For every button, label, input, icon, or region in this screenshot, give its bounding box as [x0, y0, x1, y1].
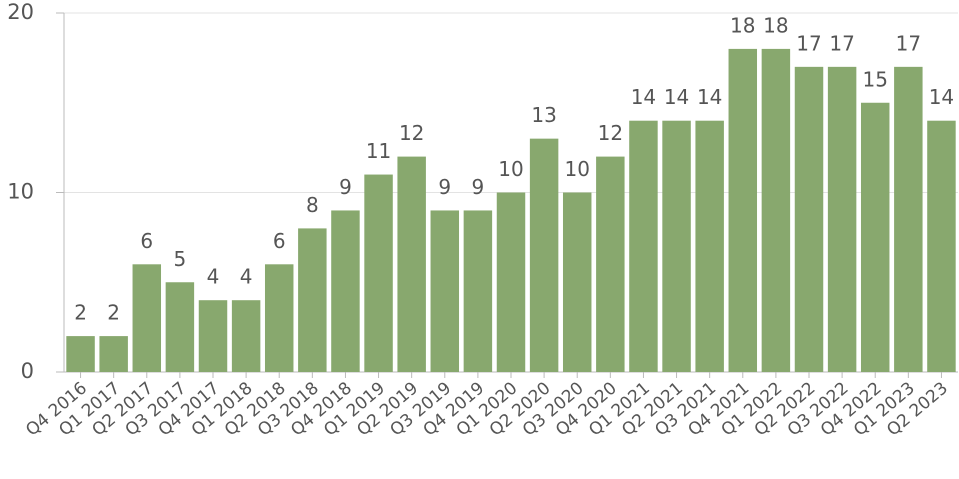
bar	[695, 120, 724, 372]
value-label: 4	[207, 265, 220, 289]
bar	[927, 120, 956, 372]
value-label: 15	[862, 67, 887, 91]
bar	[264, 264, 294, 372]
bar	[894, 66, 923, 372]
value-label: 9	[438, 175, 451, 199]
value-label: 2	[74, 301, 87, 325]
value-label: 14	[631, 85, 656, 109]
value-label: 12	[399, 121, 424, 145]
value-label: 4	[240, 265, 253, 289]
bar	[132, 264, 162, 372]
value-label: 17	[829, 31, 854, 55]
bar	[430, 210, 460, 372]
value-label: 12	[598, 121, 623, 145]
value-label: 5	[174, 247, 187, 271]
value-label: 6	[273, 229, 286, 253]
bar	[397, 156, 426, 372]
value-label: 13	[531, 103, 556, 127]
value-label: 17	[796, 31, 821, 55]
bar	[827, 66, 857, 372]
bar	[99, 336, 128, 372]
value-label: 11	[366, 139, 391, 163]
bar	[728, 48, 758, 373]
bar	[794, 66, 824, 372]
bar	[529, 138, 559, 372]
y-tick-label: 0	[21, 359, 34, 383]
value-label: 2	[107, 301, 120, 325]
value-label: 9	[339, 175, 352, 199]
bar	[596, 156, 625, 372]
y-tick-label: 20	[7, 0, 34, 24]
value-label: 18	[730, 13, 755, 37]
value-label: 9	[472, 175, 485, 199]
value-label: 14	[697, 85, 722, 109]
bar	[662, 120, 691, 372]
bar	[364, 174, 393, 372]
bar	[761, 48, 791, 373]
bar	[66, 336, 95, 372]
bar	[298, 228, 327, 372]
value-label: 10	[498, 157, 523, 181]
value-label: 18	[763, 13, 788, 37]
value-label: 17	[896, 31, 921, 55]
bar	[198, 300, 228, 372]
value-label: 14	[929, 85, 954, 109]
bar	[860, 102, 890, 372]
value-label: 8	[306, 193, 319, 217]
bar	[231, 300, 261, 372]
bar	[629, 120, 658, 372]
bar	[463, 210, 493, 372]
bar	[165, 282, 195, 372]
value-label: 6	[140, 229, 153, 253]
value-label: 14	[664, 85, 689, 109]
y-tick-label: 10	[7, 180, 34, 204]
bar	[331, 210, 360, 372]
bar	[496, 192, 526, 372]
bar	[562, 192, 592, 372]
value-label: 10	[564, 157, 589, 181]
